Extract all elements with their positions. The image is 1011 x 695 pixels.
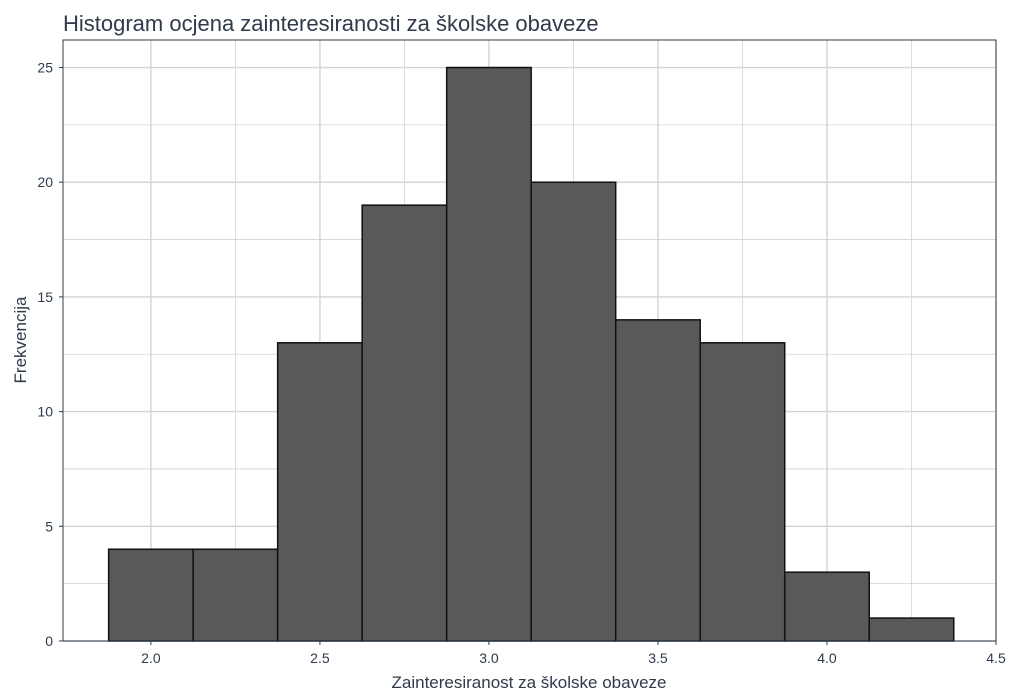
y-tick-label: 15 <box>37 289 53 305</box>
x-tick-label: 3.5 <box>648 650 668 666</box>
histogram-bars <box>107 66 955 642</box>
histogram-bar <box>614 319 701 642</box>
x-axis-ticks: 2.0 2.5 3.0 3.5 4.0 4.5 <box>141 641 1006 666</box>
histogram-bar <box>276 342 363 642</box>
histogram-bar <box>361 204 448 642</box>
y-axis-ticks: 0 5 10 15 20 25 <box>37 60 63 649</box>
y-tick-label: 5 <box>45 518 53 534</box>
y-axis-label: Frekvencija <box>11 296 30 383</box>
histogram-bar <box>445 66 532 642</box>
x-tick-label: 4.5 <box>986 650 1006 666</box>
histogram-bar <box>699 342 786 642</box>
x-tick-label: 2.0 <box>141 650 161 666</box>
y-tick-label: 0 <box>45 633 53 649</box>
x-tick-label: 3.0 <box>479 650 499 666</box>
y-tick-label: 10 <box>37 404 53 420</box>
histogram-bar <box>530 181 617 642</box>
histogram-bar <box>783 571 870 642</box>
y-tick-label: 25 <box>37 60 53 76</box>
y-tick-label: 20 <box>37 174 53 190</box>
x-tick-label: 2.5 <box>310 650 330 666</box>
chart-title: Histogram ocjena zainteresiranosti za šk… <box>63 11 599 36</box>
x-axis-label: Zainteresiranost za školske obaveze <box>392 673 667 690</box>
histogram-bar <box>107 548 194 642</box>
histogram-bar <box>192 548 279 642</box>
plot-panel-border <box>62 39 997 642</box>
x-tick-label: 4.0 <box>817 650 837 666</box>
histogram-bar <box>868 617 955 642</box>
